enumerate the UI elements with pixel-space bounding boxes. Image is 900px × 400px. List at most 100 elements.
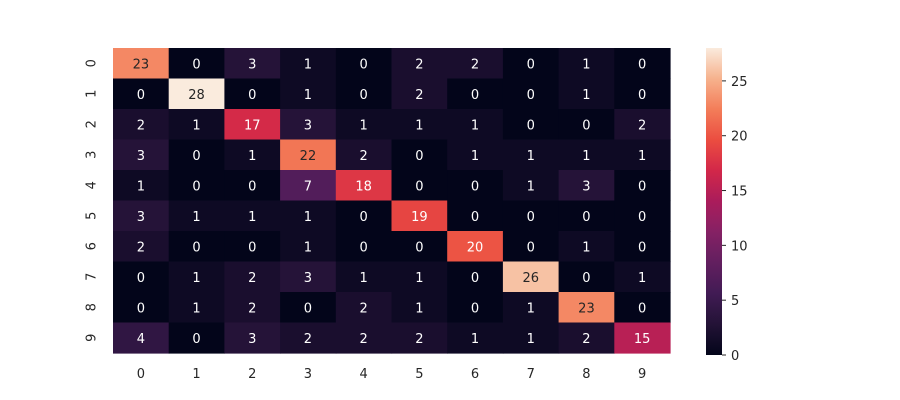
cell-value-label-2-2: 17 [244,118,261,133]
heatmap-cell-1-7 [502,78,560,110]
cell-value-label-3-8: 1 [582,149,590,164]
heatmap-cell-7-1 [168,261,225,293]
cell-value-label-7-5: 1 [415,271,423,286]
cell-value-label-4-7: 1 [527,179,535,194]
cell-value-label-4-1: 0 [192,179,200,194]
cell-value-label-9-4: 2 [360,332,368,347]
cell-value-label-0-0: 23 [133,57,150,72]
cell-value-label-2-5: 1 [415,118,423,133]
cell-value-label-6-2: 0 [248,240,256,255]
cell-value-label-6-7: 0 [527,240,535,255]
cell-value-label-4-0: 1 [137,179,145,194]
cell-value-label-6-9: 0 [638,240,646,255]
heatmap-cell-5-8 [558,200,615,232]
heatmap-cell-7-2 [224,261,281,293]
heatmap-cell-6-7 [502,231,560,263]
heatmap-cell-0-0 [113,48,170,80]
heatmap-cell-2-9 [614,109,671,141]
heatmap-cell-6-2 [224,231,281,263]
y-tick-label-7: 7 [85,273,100,281]
colorbar-tick-label-0: 0 [731,349,739,364]
heatmap-cell-3-6 [447,139,504,171]
heatmap-cell-9-6 [447,322,504,354]
cell-value-label-6-6: 20 [467,240,484,255]
y-tick-label-4: 4 [85,181,100,189]
heatmap-cell-1-3 [280,78,337,110]
x-tick-label-7: 7 [527,367,535,382]
y-tick-label-1: 1 [85,90,100,98]
cell-value-label-1-0: 0 [137,88,145,103]
heatmap-cell-6-8 [558,231,615,263]
heatmap-cell-9-1 [168,322,225,354]
heatmap-cell-2-3 [280,109,337,141]
heatmap-cell-9-9 [614,322,671,354]
heatmap-cell-4-6 [447,170,504,202]
x-tick-label-9: 9 [638,367,646,382]
heatmap-cell-6-4 [335,231,393,263]
heatmap-cell-3-0 [113,139,170,171]
heatmap-cell-0-7 [502,48,560,80]
heatmap-cell-2-2 [224,109,281,141]
x-tick-label-6: 6 [471,367,479,382]
cell-value-label-1-7: 0 [527,88,535,103]
heatmap-cell-2-7 [502,109,560,141]
heatmap-cell-1-6 [447,78,504,110]
cell-value-label-3-3: 22 [300,149,317,164]
cell-value-label-0-3: 1 [304,57,312,72]
x-tick-label-0: 0 [137,367,145,382]
heatmap-cell-7-3 [280,261,337,293]
cell-value-label-1-6: 0 [471,88,479,103]
cell-value-label-8-2: 2 [248,301,256,316]
cell-value-label-7-8: 0 [582,271,590,286]
cell-value-label-5-4: 0 [360,210,368,225]
heatmap-cell-0-1 [168,48,225,80]
heatmap-cell-5-4 [335,200,393,232]
heatmap-cell-5-6 [447,200,504,232]
heatmap-cell-5-7 [502,200,560,232]
heatmap-cell-7-0 [113,261,170,293]
y-tick-labels: 0 1 2 3 4 5 6 7 8 9 [85,59,100,342]
heatmap-cell-8-5 [391,292,448,324]
x-tick-label-3: 3 [304,367,312,382]
heatmap-cell-8-1 [168,292,225,324]
cell-value-label-5-5: 19 [411,210,428,225]
heatmap-cell-0-8 [558,48,615,80]
x-tick-label-1: 1 [192,367,200,382]
colorbar: 0 5 10 15 20 25 [706,48,748,364]
heatmap-cell-2-5 [391,109,448,141]
heatmap-cell-5-3 [280,200,337,232]
cell-value-label-1-1: 28 [188,88,205,103]
heatmap-cell-9-2 [224,322,281,354]
heatmap-cell-7-8 [558,261,615,293]
cell-value-label-7-3: 3 [304,271,312,286]
cell-value-label-3-9: 1 [638,149,646,164]
cell-value-label-4-9: 0 [638,179,646,194]
heatmap-cell-1-0 [113,78,170,110]
heatmap-cell-2-0 [113,109,170,141]
cell-value-label-5-7: 0 [527,210,535,225]
heatmap-cell-5-5 [391,200,448,232]
cell-value-label-3-5: 0 [415,149,423,164]
y-tick-label-3: 3 [85,151,100,159]
cell-value-label-8-0: 0 [137,301,145,316]
cell-value-label-6-3: 1 [304,240,312,255]
heatmap-cell-8-2 [224,292,281,324]
cell-value-label-7-7: 26 [522,271,539,286]
heatmap-cell-0-6 [447,48,504,80]
cell-value-label-0-2: 3 [248,57,256,72]
cell-value-label-2-0: 2 [137,118,145,133]
heatmap-cell-8-4 [335,292,393,324]
cell-value-label-7-2: 2 [248,271,256,286]
cell-value-label-5-3: 1 [304,210,312,225]
cell-value-label-9-0: 4 [137,332,145,347]
heatmap-cell-1-5 [391,78,448,110]
cell-value-label-2-7: 0 [527,118,535,133]
cell-value-label-0-7: 0 [527,57,535,72]
cell-value-label-5-2: 1 [248,210,256,225]
heatmap-cell-4-7 [502,170,560,202]
cell-value-label-1-9: 0 [638,88,646,103]
heatmap-cell-8-8 [558,292,615,324]
y-tick-label-0: 0 [85,59,100,67]
heatmap-cell-5-2 [224,200,281,232]
heatmap-cell-7-5 [391,261,448,293]
